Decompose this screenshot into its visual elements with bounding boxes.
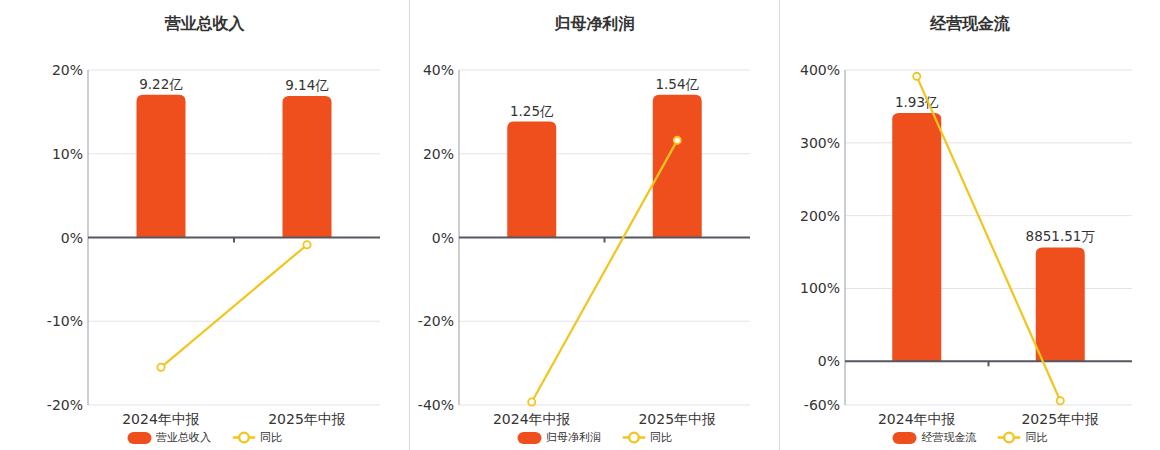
bar-value-label: 1.25亿 [510,103,554,119]
bar [892,113,941,361]
y-tick-label: 100% [800,280,840,296]
chart-legend: 营业总收入 同比 [127,430,282,445]
trend-point [674,137,681,144]
chart-legend: 经营现金流 同比 [893,430,1048,445]
y-tick-label: 300% [800,135,840,151]
y-tick-label: -10% [47,313,83,329]
y-tick-label: 40% [423,62,454,78]
x-category-label: 2025年中报 [268,411,346,427]
y-tick-label: -20% [47,397,83,413]
line-series-label: 同比 [1026,430,1048,445]
legend-item-bar-series[interactable]: 营业总收入 [127,430,211,445]
trend-line [161,245,307,368]
bar-value-label: 9.14亿 [285,77,329,93]
line-series-label: 同比 [260,430,282,445]
legend-item-line-series[interactable]: 同比 [232,430,282,445]
financial-summary-charts: 营业总收入 20%10%0%-10%-20%9.22亿9.14亿2024年中报2… [0,0,1160,450]
bar [283,96,332,238]
y-tick-label: -20% [418,313,454,329]
trend-point [528,398,535,405]
bar-series-swatch-icon [893,432,917,444]
line-series-marker-icon [998,431,1021,444]
chart-panel-operating-cash-flow: 经营现金流 400% 300% 200% 100% 0% -60% 1.93亿 8851.51… [780,0,1160,450]
y-tick-label: 20% [52,62,83,78]
x-category-label: 2024年中报 [122,411,200,427]
bar [653,95,702,238]
trend-point [157,364,164,371]
x-category-label: 2024年中报 [878,411,956,427]
bar-series-label: 归母净利润 [546,430,601,445]
trend-point [1057,397,1064,404]
chart-canvas: 40% 20% 0% -20% -40% 1.25亿 1.54亿 2024年中报 2025年中报 [410,0,779,450]
legend-item-line-series[interactable]: 同比 [998,430,1048,445]
y-tick-label: 0% [818,353,840,369]
bar-series-swatch-icon [127,432,151,444]
legend-item-bar-series[interactable]: 归母净利润 [517,430,601,445]
y-tick-label: 20% [423,146,454,162]
y-tick-label: 0% [61,230,83,246]
x-category-label: 2025年中报 [1021,411,1099,427]
y-tick-label: -60% [804,397,840,413]
bar [137,95,186,238]
legend-item-line-series[interactable]: 同比 [622,430,672,445]
y-tick-label: 10% [52,146,83,162]
y-tick-label: 0% [432,230,454,246]
bar [1036,247,1085,361]
chart-canvas: 400% 300% 200% 100% 0% -60% 1.93亿 8851.51万 2024年… [780,0,1160,450]
trend-point [913,73,920,80]
y-tick-label: -40% [418,397,454,413]
y-tick-label: 400% [800,62,840,78]
bar-value-label: 1.54亿 [655,76,699,92]
bar-value-label: 1.93亿 [895,94,939,110]
bar [507,122,556,238]
chart-legend: 归母净利润 同比 [517,430,672,445]
bar-value-label: 9.22亿 [139,76,183,92]
line-series-label: 同比 [650,430,672,445]
y-tick-label: 200% [800,208,840,224]
x-category-label: 2024年中报 [493,411,571,427]
trend-point [303,241,310,248]
bar-series-label: 经营现金流 [922,430,977,445]
line-series-marker-icon [232,431,255,444]
line-series-marker-icon [622,431,645,444]
chart-canvas: 20% 10% 0% -10% -20% 9.22亿 9.14亿 2024年中报 2025年中报 [0,0,409,450]
bar-value-label: 8851.51万 [1026,228,1095,244]
chart-panel-revenue: 营业总收入 20%10%0%-10%-20%9.22亿9.14亿2024年中报2… [0,0,410,450]
legend-item-bar-series[interactable]: 经营现金流 [893,430,977,445]
chart-panel-net-profit: 归母净利润 40% 20% 0% -20% -40% 1.25亿 1.54亿 2024年中报 2… [410,0,780,450]
bar-series-label: 营业总收入 [156,430,211,445]
x-category-label: 2025年中报 [638,411,716,427]
bar-series-swatch-icon [517,432,541,444]
